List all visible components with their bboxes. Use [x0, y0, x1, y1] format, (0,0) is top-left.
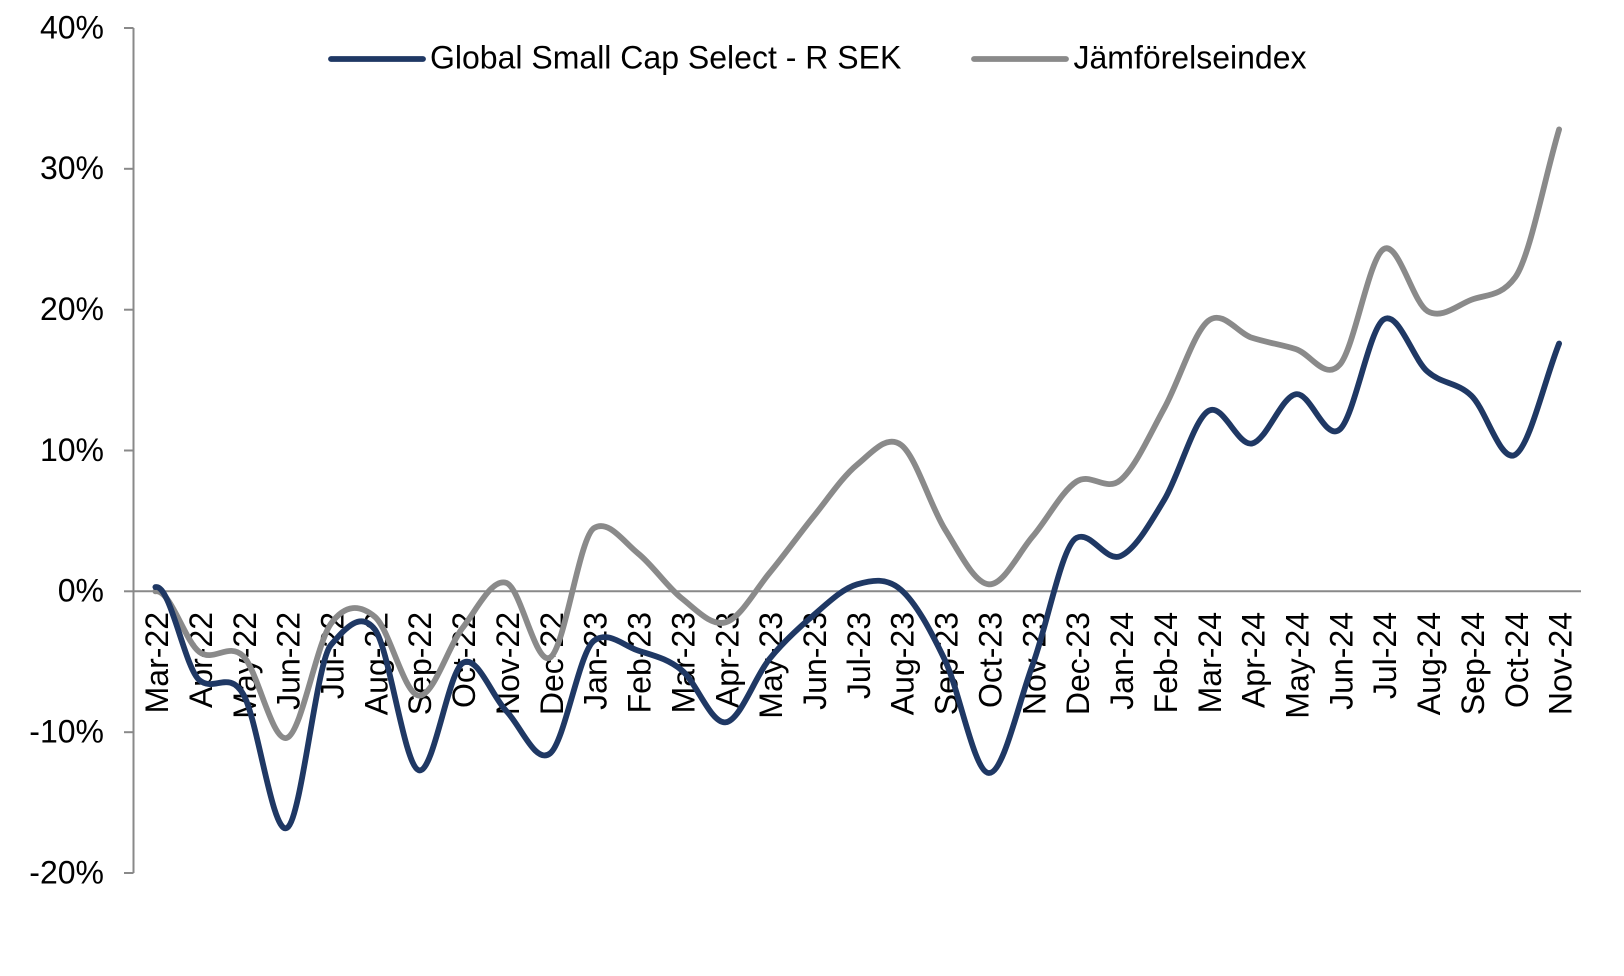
svg-text:Sep-22: Sep-22 [402, 612, 438, 715]
svg-text:Jan-24: Jan-24 [1104, 612, 1140, 710]
svg-text:-10%: -10% [29, 714, 104, 750]
svg-text:Feb-24: Feb-24 [1148, 612, 1184, 713]
svg-text:Jul-23: Jul-23 [841, 612, 877, 699]
svg-text:Jul-24: Jul-24 [1367, 612, 1403, 699]
svg-text:Jun-24: Jun-24 [1323, 612, 1359, 710]
svg-text:Sep-24: Sep-24 [1455, 612, 1491, 715]
svg-text:Oct-23: Oct-23 [972, 612, 1008, 708]
svg-text:Mar-22: Mar-22 [139, 612, 175, 713]
svg-text:Oct-24: Oct-24 [1499, 612, 1535, 708]
svg-text:Jun-22: Jun-22 [271, 612, 307, 710]
svg-text:Apr-24: Apr-24 [1236, 612, 1272, 708]
svg-text:Nov-24: Nov-24 [1543, 612, 1579, 715]
svg-text:Aug-23: Aug-23 [885, 612, 921, 715]
svg-text:Dec-23: Dec-23 [1060, 612, 1096, 715]
svg-text:10%: 10% [40, 432, 104, 468]
svg-text:Apr-23: Apr-23 [709, 612, 745, 708]
svg-text:0%: 0% [58, 573, 104, 609]
svg-text:May-23: May-23 [753, 612, 789, 719]
svg-text:30%: 30% [40, 150, 104, 186]
svg-text:May-24: May-24 [1280, 612, 1316, 719]
svg-text:Jämförelseindex: Jämförelseindex [1074, 39, 1307, 75]
svg-text:Aug-24: Aug-24 [1411, 612, 1447, 715]
svg-text:Mar-24: Mar-24 [1192, 612, 1228, 713]
svg-text:Feb-23: Feb-23 [622, 612, 658, 713]
svg-text:Global Small Cap Select - R SE: Global Small Cap Select - R SEK [430, 39, 901, 75]
svg-text:20%: 20% [40, 291, 104, 327]
svg-text:Jun-23: Jun-23 [797, 612, 833, 710]
svg-text:40%: 40% [40, 9, 104, 45]
svg-text:-20%: -20% [29, 854, 104, 890]
